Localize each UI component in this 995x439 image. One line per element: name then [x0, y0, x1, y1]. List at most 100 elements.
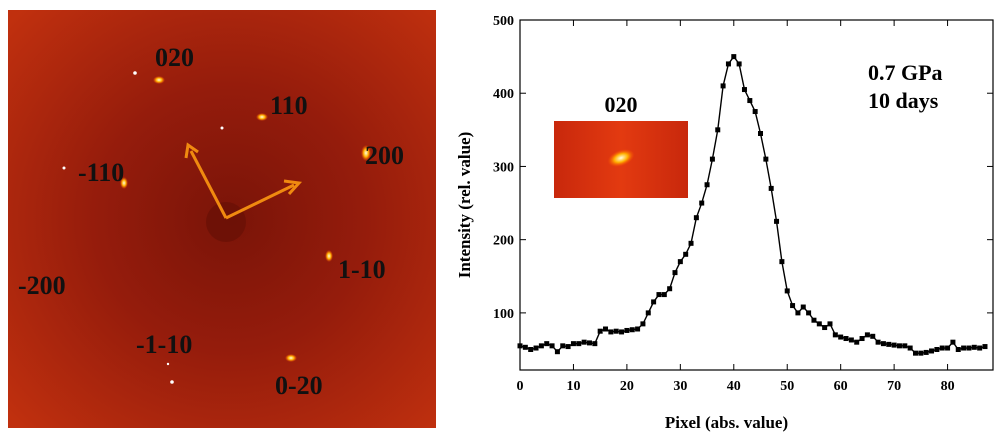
data-point — [945, 345, 951, 351]
data-point — [736, 61, 742, 67]
data-point — [843, 336, 849, 342]
data-point — [725, 61, 731, 67]
data-point — [816, 321, 822, 327]
data-point — [961, 345, 967, 351]
data-point — [966, 345, 972, 351]
data-point — [902, 343, 908, 349]
y-tick-label: 400 — [493, 87, 514, 102]
data-point — [608, 329, 614, 335]
data-point — [731, 54, 737, 60]
data-point — [533, 345, 539, 351]
data-point — [848, 337, 854, 343]
spot-label: 020 — [155, 43, 194, 72]
data-point — [886, 341, 892, 347]
data-point — [939, 345, 945, 351]
data-point — [560, 343, 566, 349]
data-point — [640, 321, 646, 327]
data-point — [795, 310, 801, 316]
data-point — [688, 240, 694, 246]
x-tick-label: 0 — [517, 379, 524, 394]
spot-label: -1-10 — [136, 330, 192, 359]
data-line — [519, 55, 986, 354]
plot-frame — [519, 19, 994, 371]
spot-label: 110 — [270, 91, 308, 120]
data-point — [896, 343, 902, 349]
data-point — [581, 339, 587, 345]
data-point — [576, 341, 582, 347]
data-point — [854, 339, 860, 345]
x-tick-label: 40 — [727, 379, 741, 394]
y-tick-label: 300 — [493, 160, 514, 175]
y-tick-label: 200 — [493, 234, 514, 249]
data-point — [752, 109, 758, 115]
data-point — [923, 349, 929, 355]
data-point — [934, 346, 940, 352]
x-tick-label: 70 — [887, 379, 901, 394]
data-point — [929, 348, 935, 354]
data-point — [667, 286, 673, 292]
x-tick-label: 80 — [941, 379, 955, 394]
diffraction-image: 020 110 200 -110 1-10 -200 -1-10 0-20 — [8, 10, 436, 428]
data-point — [977, 345, 983, 351]
annotation: 0.7 GPa — [868, 60, 943, 85]
data-point — [613, 328, 619, 334]
data-point — [955, 346, 961, 352]
data-point — [544, 341, 550, 347]
x-tick-label: 20 — [620, 379, 634, 394]
data-point — [656, 292, 662, 298]
data-point — [758, 130, 764, 136]
data-point — [597, 328, 603, 334]
data-point — [827, 321, 833, 327]
data-point — [875, 339, 881, 345]
data-point — [699, 200, 705, 206]
data-point — [806, 310, 812, 316]
data-point — [838, 334, 844, 340]
data-point — [554, 349, 560, 355]
data-point — [538, 343, 544, 349]
data-point — [672, 270, 678, 276]
data-point — [774, 218, 780, 224]
data-point — [784, 288, 790, 294]
inset-label: 020 — [605, 92, 638, 117]
data-point — [635, 326, 641, 332]
x-tick-label: 50 — [780, 379, 794, 394]
data-point — [779, 259, 785, 265]
data-point — [907, 345, 913, 351]
data-point — [768, 185, 774, 191]
data-point — [677, 259, 683, 265]
data-point — [517, 343, 523, 349]
data-point — [720, 83, 726, 89]
x-axis-label: Pixel (abs. value) — [665, 413, 788, 432]
y-tick-label: 500 — [493, 14, 514, 29]
data-point — [913, 350, 919, 356]
spot-label: 1-10 — [338, 255, 386, 284]
data-point — [709, 156, 715, 162]
data-point — [586, 340, 592, 346]
data-point — [747, 98, 753, 104]
data-point — [971, 344, 977, 350]
x-tick-label: 60 — [834, 379, 848, 394]
y-axis-label: Intensity (rel. value) — [455, 132, 474, 279]
data-point — [683, 251, 689, 257]
data-point — [832, 332, 838, 338]
data-point — [592, 341, 598, 347]
data-point — [950, 339, 956, 345]
data-point — [891, 342, 897, 348]
data-point — [629, 327, 635, 333]
spot-label: 200 — [365, 141, 404, 170]
data-point — [570, 341, 576, 347]
data-point — [522, 344, 528, 350]
data-point — [741, 87, 747, 93]
y-tick-label: 100 — [493, 307, 514, 322]
data-point — [811, 317, 817, 323]
data-point — [528, 346, 534, 352]
data-point — [603, 326, 609, 332]
data-point — [624, 327, 630, 333]
data-point — [651, 299, 657, 305]
data-point — [645, 310, 651, 316]
data-point — [565, 344, 571, 350]
data-point — [822, 325, 828, 331]
data-point — [800, 304, 806, 310]
data-point — [549, 343, 555, 349]
